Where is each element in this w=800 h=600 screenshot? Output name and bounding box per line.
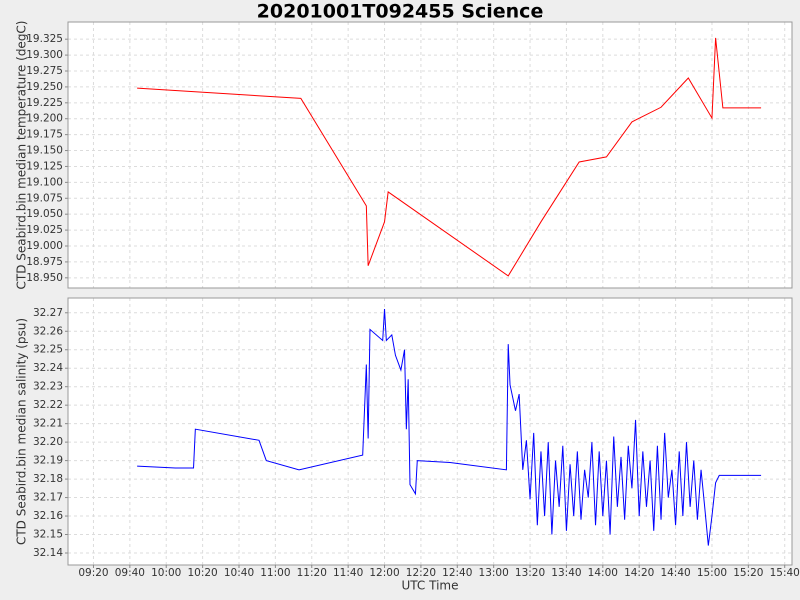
y-tick-label: 19.125 <box>26 160 63 172</box>
y-tick-label: 32.27 <box>33 307 63 319</box>
y-tick-label: 19.275 <box>26 65 63 77</box>
y-tick-label: 32.15 <box>33 529 63 541</box>
x-tick-label: 09:20 <box>78 567 108 579</box>
x-tick-label: 10:40 <box>224 567 254 579</box>
y-tick-label: 32.22 <box>33 399 63 411</box>
y-tick-label: 32.26 <box>33 325 63 337</box>
y-tick-label: 32.25 <box>33 344 63 356</box>
y-tick-label: 32.19 <box>33 455 63 467</box>
y-tick-label: 19.000 <box>26 240 63 252</box>
x-tick-label: 13:20 <box>515 567 545 579</box>
y-tick-label: 18.950 <box>26 272 63 284</box>
y-tick-label: 19.075 <box>26 192 63 204</box>
y-tick-label: 32.24 <box>33 362 63 374</box>
y-axis-label: CTD Seabird.bin median salinity (psu) <box>15 318 29 545</box>
y-tick-label: 18.975 <box>26 256 63 268</box>
x-tick-label: 15:20 <box>733 567 763 579</box>
y-tick-label: 19.250 <box>26 81 63 93</box>
y-tick-label: 19.225 <box>26 97 63 109</box>
plot-border <box>67 297 793 566</box>
x-tick-label: 12:20 <box>406 567 436 579</box>
x-tick-label: 09:40 <box>115 567 145 579</box>
y-tick-label: 32.16 <box>33 510 63 522</box>
y-tick-label: 32.23 <box>33 381 63 393</box>
y-tick-label: 19.100 <box>26 176 63 188</box>
plot-border <box>67 21 793 289</box>
y-tick-label: 19.325 <box>26 33 63 45</box>
x-tick-label: 13:00 <box>479 567 509 579</box>
x-tick-label: 12:00 <box>369 567 399 579</box>
plot-area <box>68 298 792 565</box>
y-tick-label: 32.17 <box>33 492 63 504</box>
y-tick-label: 19.200 <box>26 113 63 125</box>
y-tick-label: 19.175 <box>26 129 63 141</box>
y-tick-label: 19.150 <box>26 145 63 157</box>
x-tick-label: 11:00 <box>260 567 290 579</box>
y-tick-label: 32.21 <box>33 418 63 430</box>
x-tick-label: 14:00 <box>588 567 618 579</box>
x-tick-label: 15:40 <box>770 567 800 579</box>
x-tick-label: 15:00 <box>697 567 727 579</box>
x-tick-label: 12:40 <box>442 567 472 579</box>
x-tick-label: 14:20 <box>624 567 654 579</box>
x-tick-label: 10:20 <box>187 567 217 579</box>
y-tick-label: 32.18 <box>33 473 63 485</box>
x-tick-label: 13:40 <box>551 567 581 579</box>
x-tick-label: 11:20 <box>297 567 327 579</box>
chart-title: 20201001T092455 Science <box>257 1 544 23</box>
x-axis-label: UTC Time <box>402 579 459 593</box>
y-axis-label: CTD Seabird.bin median temperature (degC… <box>15 21 29 290</box>
data-line <box>137 37 762 277</box>
y-tick-label: 19.025 <box>26 224 63 236</box>
y-tick-label: 19.300 <box>26 49 63 61</box>
plot-area <box>68 22 792 288</box>
x-tick-label: 14:40 <box>660 567 690 579</box>
y-tick-label: 32.14 <box>33 547 63 559</box>
y-tick-label: 32.20 <box>33 436 63 448</box>
x-tick-label: 10:00 <box>151 567 181 579</box>
y-tick-label: 19.050 <box>26 208 63 220</box>
data-line <box>137 309 762 546</box>
x-tick-label: 11:40 <box>333 567 363 579</box>
